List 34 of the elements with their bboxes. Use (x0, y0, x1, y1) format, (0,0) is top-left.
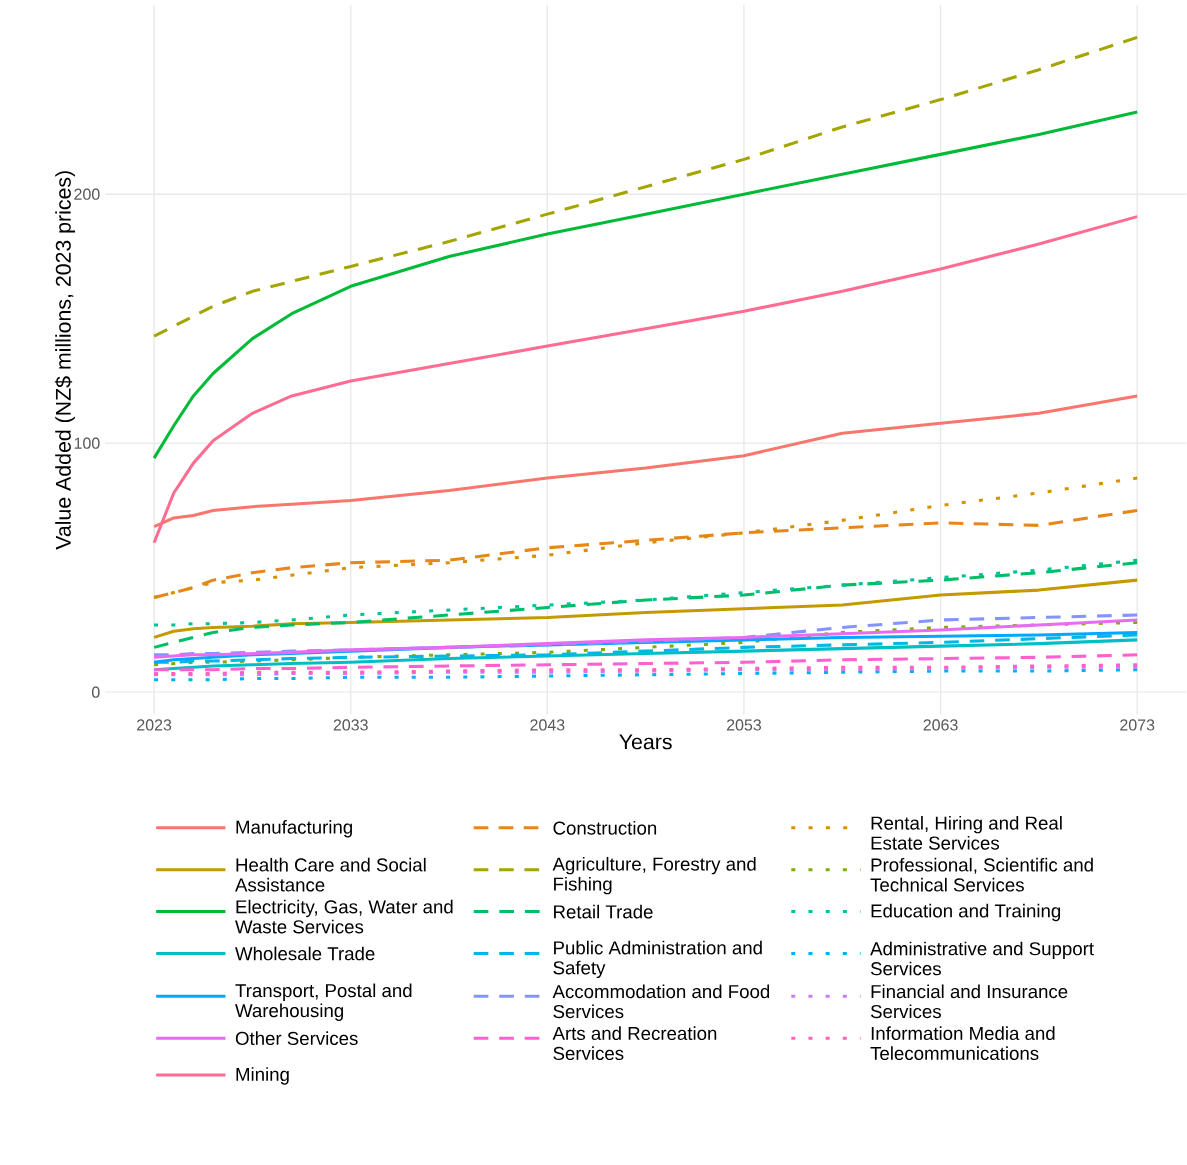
legend-label: Other Services (235, 1031, 358, 1045)
legend-label: Electricity, Gas, Water and Waste Services (235, 899, 453, 934)
legend-label: Retail Trade (554, 904, 653, 919)
x-tick-label: 2063 (923, 719, 958, 731)
x-tick-label: 2053 (726, 719, 762, 731)
legend-label: Professional, Scientific and Technical Services (870, 857, 1093, 892)
legend-label: Accommodation and Food Services (552, 984, 770, 1018)
y-tick-label: 0 (91, 686, 100, 698)
line-series (152, 110, 1139, 460)
line-series (152, 394, 1139, 528)
y-tick-label: 100 (74, 437, 100, 449)
legend-label: Manufacturing (236, 819, 352, 838)
legend-label: Construction (553, 820, 657, 835)
legend-label: Rental, Hiring and Real Estate Services (871, 815, 1062, 850)
line-series (152, 214, 1139, 545)
legend-label: Public Administration and Safety (553, 940, 762, 978)
legend-label: Administrative and Support Services (870, 941, 1094, 976)
legend-label: Health Care and Social Assistance (235, 857, 426, 892)
legend-label: Mining (236, 1067, 289, 1085)
y-axis-title: Value Added (NZ$ millions, 2023 prices) (54, 171, 76, 550)
legend-label: Education and Training (871, 903, 1061, 922)
x-axis-title: Years (619, 734, 672, 750)
x-tick-label: 2073 (1120, 719, 1155, 731)
legend-label: Arts and Recreation Services (552, 1026, 717, 1060)
legend-label: Agriculture, Forestry and Fishing (552, 856, 756, 895)
x-tick-label: 2023 (137, 719, 172, 731)
legend-label: Financial and Insurance Services (870, 984, 1068, 1018)
x-tick-label: 2033 (333, 719, 368, 731)
legend-label: Transport, Postal and Warehousing (235, 983, 412, 1021)
legend-label: Wholesale Trade (235, 946, 375, 961)
x-tick-label: 2043 (530, 719, 565, 731)
line-series (152, 578, 1139, 639)
y-tick-label: 200 (74, 188, 100, 200)
legend-label: Information Media and Telecommunications (870, 1026, 1055, 1060)
